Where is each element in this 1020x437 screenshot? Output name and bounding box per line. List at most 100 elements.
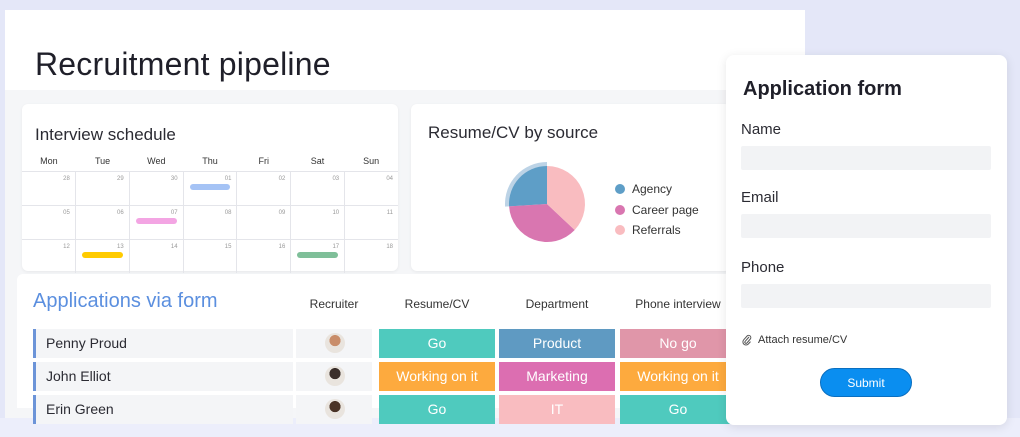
day-number: 10 xyxy=(332,210,339,216)
calendar-event[interactable] xyxy=(297,252,338,258)
legend-label: Career page xyxy=(632,203,699,217)
widget-title: Interview schedule xyxy=(35,125,176,145)
day-number: 06 xyxy=(117,210,124,216)
calendar-day-cell[interactable]: 07 xyxy=(129,206,183,239)
calendar-week-row: 05 06 07 08 09 10 11 xyxy=(22,205,398,239)
calendar-grid: Mon Tue Wed Thu Fri Sat Sun 28 29 30 01 02 03… xyxy=(22,154,398,273)
phone-status[interactable]: Working on it xyxy=(620,362,736,391)
column-header-resume[interactable]: Resume/CV xyxy=(379,297,495,311)
pie-chart xyxy=(499,156,595,252)
applicant-name[interactable]: Penny Proud xyxy=(33,329,293,358)
day-label: Thu xyxy=(183,154,237,171)
resume-by-source-widget: Resume/CV by source Agency Career page Ref… xyxy=(411,104,731,271)
calendar-day-cell[interactable]: 08 xyxy=(183,206,237,239)
pie-slice-agency[interactable] xyxy=(509,166,547,206)
day-number: 02 xyxy=(279,176,286,182)
calendar-day-cell[interactable]: 30 xyxy=(129,172,183,205)
applications-table: Applications via form Recruiter Resume/C… xyxy=(17,274,817,408)
calendar-day-header: Mon Tue Wed Thu Fri Sat Sun xyxy=(22,154,398,171)
resume-status[interactable]: Go xyxy=(379,395,495,424)
attach-label: Attach resume/CV xyxy=(758,334,847,346)
legend-swatch xyxy=(615,205,625,215)
widget-title: Resume/CV by source xyxy=(428,123,598,143)
avatar xyxy=(325,366,345,386)
calendar-day-cell[interactable]: 18 xyxy=(344,240,398,273)
day-number: 12 xyxy=(63,244,70,250)
calendar-day-cell[interactable]: 29 xyxy=(75,172,129,205)
table-title: Applications via form xyxy=(33,290,218,313)
calendar-day-cell[interactable]: 09 xyxy=(236,206,290,239)
calendar-day-cell[interactable]: 17 xyxy=(290,240,344,273)
calendar-day-cell[interactable]: 15 xyxy=(183,240,237,273)
legend-item: Career page xyxy=(615,200,699,221)
email-field[interactable] xyxy=(741,214,991,238)
calendar-day-cell[interactable]: 16 xyxy=(236,240,290,273)
calendar-day-cell[interactable]: 06 xyxy=(75,206,129,239)
name-field[interactable] xyxy=(741,146,991,170)
calendar-day-cell[interactable]: 28 xyxy=(22,172,75,205)
calendar-day-cell[interactable]: 01 xyxy=(183,172,237,205)
phone-status[interactable]: Go xyxy=(620,395,736,424)
day-number: 09 xyxy=(279,210,286,216)
calendar-event[interactable] xyxy=(82,252,123,258)
calendar-day-cell[interactable]: 11 xyxy=(344,206,398,239)
day-number: 08 xyxy=(225,210,232,216)
day-number: 01 xyxy=(225,176,232,182)
legend-label: Agency xyxy=(632,182,672,196)
submit-button[interactable]: Submit xyxy=(820,368,912,397)
day-label: Wed xyxy=(129,154,183,171)
calendar-day-cell[interactable]: 14 xyxy=(129,240,183,273)
day-number: 03 xyxy=(332,176,339,182)
applicant-name[interactable]: Erin Green xyxy=(33,395,293,424)
attach-resume-link[interactable]: Attach resume/CV xyxy=(742,334,847,346)
phone-status[interactable]: No go xyxy=(620,329,736,358)
day-number: 17 xyxy=(332,244,339,250)
legend-swatch xyxy=(615,225,625,235)
app-menu-icon[interactable] xyxy=(10,0,46,4)
calendar-event[interactable] xyxy=(190,184,231,190)
legend-swatch xyxy=(615,184,625,194)
day-number: 05 xyxy=(63,210,70,216)
page-title: Recruitment pipeline xyxy=(35,46,331,83)
column-header-recruiter[interactable]: Recruiter xyxy=(296,297,372,311)
calendar-day-cell[interactable]: 12 xyxy=(22,240,75,273)
name-label: Name xyxy=(741,121,781,138)
day-number: 30 xyxy=(171,176,178,182)
column-header-department[interactable]: Department xyxy=(499,297,615,311)
calendar-day-cell[interactable]: 02 xyxy=(236,172,290,205)
avatar xyxy=(325,399,345,419)
recruiter-cell[interactable] xyxy=(296,362,372,391)
day-label: Fri xyxy=(237,154,291,171)
day-number: 13 xyxy=(117,244,124,250)
recruiter-cell[interactable] xyxy=(296,329,372,358)
day-label: Mon xyxy=(22,154,76,171)
legend-item: Agency xyxy=(615,179,699,200)
day-number: 28 xyxy=(63,176,70,182)
calendar-day-cell[interactable]: 10 xyxy=(290,206,344,239)
board-header: Recruitment pipeline xyxy=(5,10,805,90)
column-header-phone-interview[interactable]: Phone interview xyxy=(620,297,736,311)
calendar-day-cell[interactable]: 04 xyxy=(344,172,398,205)
application-form: Application form Name Email Phone Attach… xyxy=(726,55,1007,425)
resume-status[interactable]: Working on it xyxy=(379,362,495,391)
day-number: 04 xyxy=(386,176,393,182)
calendar-day-cell[interactable]: 05 xyxy=(22,206,75,239)
email-label: Email xyxy=(741,189,779,206)
calendar-day-cell[interactable]: 13 xyxy=(75,240,129,273)
day-number: 15 xyxy=(225,244,232,250)
resume-status[interactable]: Go xyxy=(379,329,495,358)
day-number: 16 xyxy=(279,244,286,250)
calendar-event[interactable] xyxy=(136,218,177,224)
recruiter-cell[interactable] xyxy=(296,395,372,424)
department-status[interactable]: Marketing xyxy=(499,362,615,391)
calendar-day-cell[interactable]: 03 xyxy=(290,172,344,205)
legend-item: Referrals xyxy=(615,220,699,241)
department-status[interactable]: IT xyxy=(499,395,615,424)
phone-label: Phone xyxy=(741,259,784,276)
legend-label: Referrals xyxy=(632,223,681,237)
department-status[interactable]: Product xyxy=(499,329,615,358)
phone-field[interactable] xyxy=(741,284,991,308)
chart-legend: Agency Career page Referrals xyxy=(615,179,699,241)
form-title: Application form xyxy=(743,78,902,101)
applicant-name[interactable]: John Elliot xyxy=(33,362,293,391)
